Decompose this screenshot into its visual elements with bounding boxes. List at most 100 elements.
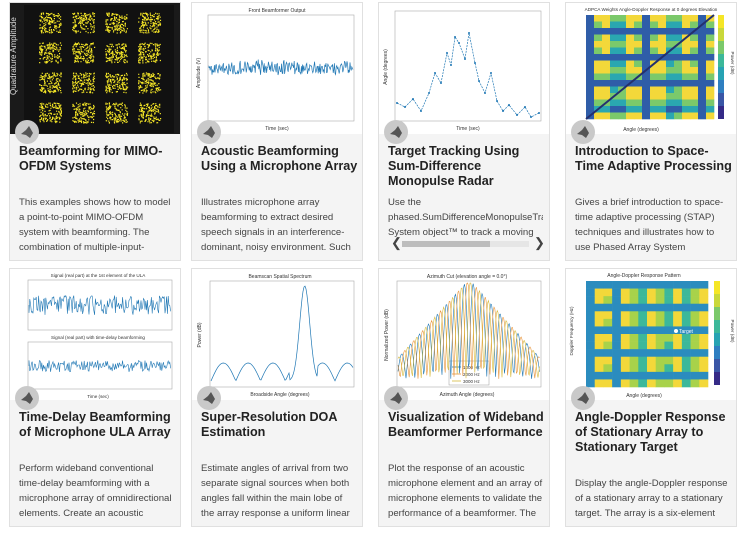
thumbnail-tracking-plot[interactable]: Time (sec) Angle (degrees) — [379, 3, 549, 134]
constellation-cluster — [105, 12, 128, 34]
example-card-acoustic-beamforming[interactable]: Front Beamformer Output Time (sec) Ampli… — [191, 2, 363, 261]
thumb-title: Signal (real part) at the 1st element of… — [51, 273, 147, 278]
constellation-cluster — [138, 72, 162, 94]
constellation-cluster — [39, 42, 62, 64]
constellation-cluster — [138, 42, 161, 64]
tracking-point — [450, 64, 452, 66]
thumb-xlabel: Angle (degrees) — [623, 127, 659, 133]
card-title[interactable]: Target Tracking Using Sum-Difference Mon… — [388, 144, 520, 188]
card-description: Display the angle-Doppler response of a … — [575, 478, 728, 519]
tracking-point — [478, 80, 480, 82]
tracking-point — [440, 82, 442, 84]
matlab-logo-icon — [15, 120, 39, 144]
constellation-cluster — [138, 102, 162, 124]
card-title[interactable]: Angle-Doppler Response of Stationary Arr… — [575, 410, 726, 454]
constellation-cluster — [138, 12, 162, 34]
signal-line — [28, 294, 171, 315]
thumb-xlabel: Azimuth Angle (degrees) — [440, 392, 495, 398]
constellation-cluster — [72, 12, 96, 34]
card-title[interactable]: Time-Delay Beamforming of Microphone ULA… — [19, 410, 171, 439]
tracking-point — [516, 114, 518, 116]
example-card-time-delay[interactable]: Signal (real part) at the 1st element of… — [9, 268, 181, 527]
colorbar-segment — [714, 359, 720, 372]
tracking-line — [396, 32, 540, 118]
colorbar-segment — [714, 320, 720, 333]
colorbar-segment — [718, 106, 724, 119]
horizontal-scrollbar[interactable]: ❮ ❯ — [388, 235, 545, 250]
card-title[interactable]: Super-Resolution DOA Estimation — [201, 410, 337, 439]
constellation-cluster — [72, 102, 96, 124]
desc-line: phased.SumDifferenceMonopulseTrack — [388, 212, 543, 223]
colorbar-segment — [718, 15, 724, 28]
constellation-cluster — [105, 102, 129, 124]
matlab-logo-icon — [384, 120, 408, 144]
card-description: Perform wideband conventional time-delay… — [19, 463, 172, 519]
constellation-plot: Quadrature Amplitude — [10, 5, 174, 133]
signals-plot: Signal (real part) at the 1st element of… — [27, 273, 173, 399]
tracking-point — [530, 116, 532, 118]
chevron-left-icon[interactable]: ❮ — [391, 235, 402, 250]
thumb-title: Angle-Doppler Response Pattern — [607, 273, 681, 279]
colorbar-segment — [714, 333, 720, 346]
matlab-logo-icon — [197, 386, 221, 410]
thumb-title: Front Beamformer Output — [249, 8, 307, 14]
azimuth-line — [397, 282, 540, 379]
thumbnail-two-signals[interactable]: Signal (real part) at the 1st element of… — [10, 269, 180, 400]
example-card-wideband-visualization[interactable]: Azimuth Cut (elevation angle = 0.0°) Azi… — [378, 268, 550, 527]
example-card-stap[interactable]: ADPCA Weights Angle-Doppler Response at … — [565, 2, 737, 261]
tracking-point — [428, 92, 430, 94]
card-title[interactable]: Visualization of Wideband Beamformer Per… — [388, 410, 544, 439]
colorbar-segment — [718, 67, 724, 80]
thumbnail-constellation[interactable]: Quadrature Amplitude — [10, 3, 180, 134]
example-card-angle-doppler[interactable]: Angle-Doppler Response Pattern Angle (de… — [565, 268, 737, 527]
colorbar-segment — [718, 80, 724, 93]
thumbnail-azimuth-cut[interactable]: Azimuth Cut (elevation angle = 0.0°) Azi… — [379, 269, 549, 400]
thumb-xlabel: Angle (degrees) — [626, 393, 662, 399]
card-title[interactable]: Beamforming for MIMO-OFDM Systems — [19, 144, 163, 173]
thumbnail-spatial-spectrum[interactable]: Beamscan Spatial Spectrum Broadside Angl… — [192, 269, 362, 400]
stap-heatmap: ADPCA Weights Angle-Doppler Response at … — [585, 7, 735, 133]
example-card-target-tracking[interactable]: Time (sec) Angle (degrees) Target Tracki… — [378, 2, 550, 261]
constellation-cluster — [72, 72, 96, 94]
legend-entry: 3000 Hz — [463, 379, 481, 384]
waveform-line — [208, 59, 354, 76]
thumb-xlabel: Time (sec) — [265, 126, 289, 132]
example-card-mimo-ofdm[interactable]: Quadrature Amplitude Beamforming for MIM… — [9, 2, 181, 261]
card-description: Use the phased.SumDifferenceMonopulseTra… — [388, 195, 543, 240]
tracking-point — [396, 102, 398, 104]
card-description: Estimate angles of arrival from two sepa… — [201, 463, 350, 519]
plot-area — [24, 5, 174, 133]
tracking-point — [434, 72, 436, 74]
tracking-point — [524, 106, 526, 108]
thumb-ylabel: Power (dB) — [197, 322, 203, 347]
matlab-logo-icon — [15, 386, 39, 410]
tracking-point — [412, 98, 414, 100]
tracking-point — [496, 100, 498, 102]
colorbar-segment — [718, 28, 724, 41]
thumbnail-stap-heatmap[interactable]: ADPCA Weights Angle-Doppler Response at … — [566, 3, 736, 134]
tracking-point — [454, 36, 456, 38]
scrollbar-thumb[interactable] — [402, 241, 490, 247]
waveform-plot: Front Beamformer Output Time (sec) Ampli… — [196, 8, 355, 132]
card-title[interactable]: Acoustic Beamforming Using a Microphone … — [201, 144, 358, 173]
constellation-cluster — [39, 102, 62, 124]
thumbnail-angle-doppler[interactable]: Angle-Doppler Response Pattern Angle (de… — [566, 269, 736, 400]
card-title[interactable]: Introduction to Space-Time Adaptive Proc… — [575, 144, 732, 173]
tracking-point — [468, 32, 470, 34]
desc-line: Use the — [388, 197, 422, 208]
target-label: Target — [679, 329, 694, 335]
tracking-point — [404, 106, 406, 108]
constellation-cluster — [39, 72, 62, 94]
colorbar-segment — [714, 307, 720, 320]
example-card-doa-estimation[interactable]: Beamscan Spatial Spectrum Broadside Angl… — [191, 268, 363, 527]
card-description: Gives a brief introduction to space-time… — [575, 197, 724, 253]
thumb-ylabel: Normalized Power (dB) — [384, 309, 390, 361]
colorbar-segment — [718, 93, 724, 106]
constellation-cluster — [39, 12, 62, 34]
colorbar-segment — [714, 346, 720, 359]
thumb-title: Signal (real part) with time-delay beamf… — [51, 335, 145, 340]
chevron-right-icon[interactable]: ❯ — [534, 235, 545, 250]
thumbnail-waveform[interactable]: Front Beamformer Output Time (sec) Ampli… — [192, 3, 362, 134]
colorbar-segment — [718, 41, 724, 54]
tracking-point — [484, 92, 486, 94]
